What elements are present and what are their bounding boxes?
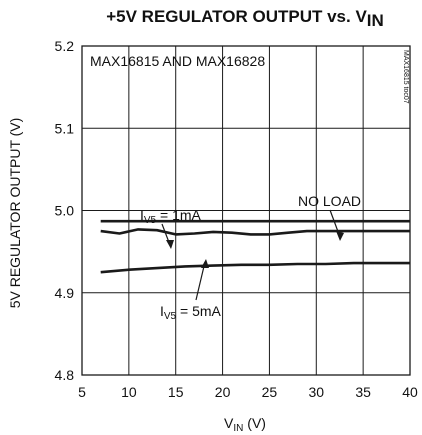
series-line-2: [100, 261, 410, 274]
x-tick-label: 20: [215, 384, 231, 400]
y-tick-label: 4.8: [55, 367, 75, 383]
x-tick-label: 10: [121, 384, 137, 400]
y-tick-label: 4.9: [55, 285, 75, 301]
x-tick-label: 15: [168, 384, 184, 400]
arrowhead-no-load: [336, 231, 344, 241]
leader-i5: [195, 261, 206, 301]
y-tick-label: 5.2: [55, 38, 75, 54]
watermark-label: MAX16815 toc07: [402, 50, 409, 104]
x-tick-label: 5: [78, 384, 86, 400]
y-tick-label: 5.0: [55, 203, 75, 219]
chart-title: +5V REGULATOR OUTPUT vs. VIN: [106, 7, 384, 30]
series-group: [100, 219, 410, 274]
grid: [82, 46, 410, 375]
x-tick-label: 40: [402, 384, 418, 400]
y-tick-labels: 4.8 4.9 5.0 5.1 5.2: [55, 38, 75, 383]
y-axis-label: 5V REGULATOR OUTPUT (V): [7, 118, 23, 309]
series-line-1: [100, 228, 410, 236]
annotation-i1: IV5 = 1mA: [140, 207, 202, 226]
x-tick-labels: 5 10 15 20 25 30 35 40: [78, 384, 418, 400]
plot-frame: [81, 45, 411, 376]
arrowhead-i1: [166, 240, 174, 249]
x-axis-label: VIN (V): [224, 415, 266, 434]
chart-subtitle: MAX16815 AND MAX16828: [90, 53, 265, 69]
annotation-no-load: NO LOAD: [298, 193, 361, 209]
annotation-i5: IV5 = 5mA: [160, 303, 222, 322]
x-tick-label: 25: [262, 384, 278, 400]
x-tick-label: 30: [308, 384, 324, 400]
y-tick-label: 5.1: [55, 120, 75, 136]
x-tick-label: 35: [355, 384, 371, 400]
arrowhead-i5: [201, 259, 209, 268]
